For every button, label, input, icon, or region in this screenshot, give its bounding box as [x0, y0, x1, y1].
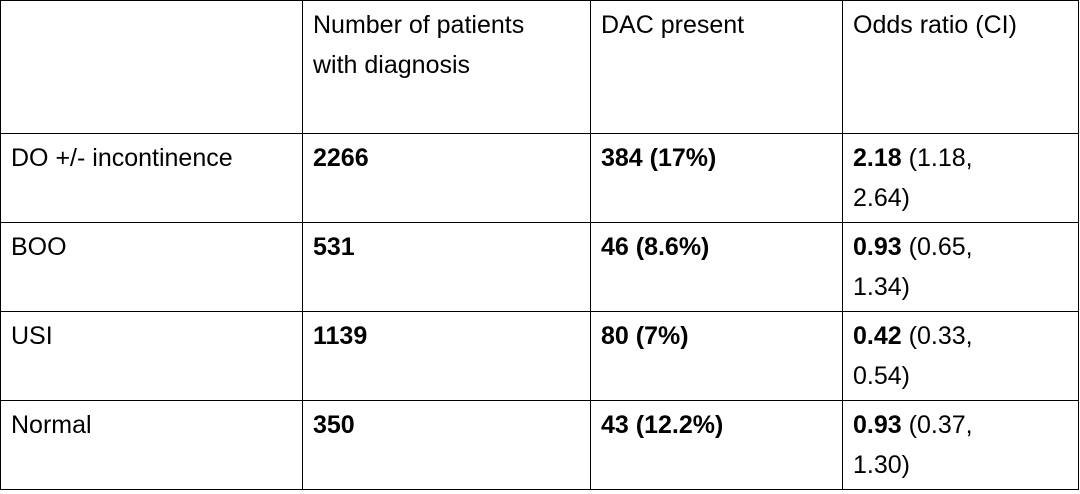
odds-ratio: 0.93 — [853, 411, 902, 439]
odds-ratio: 0.93 — [853, 233, 902, 261]
patients-value: 2266 — [313, 144, 369, 172]
header-cell: DAC present — [590, 0, 843, 134]
odds-cell: 0.93 (0.65, 1.34) — [842, 222, 1079, 312]
data-row: Normal 350 43 (12.2%) 0.93 (0.37, 1.30) — [0, 400, 1079, 490]
patients-cell: 1139 — [302, 311, 591, 401]
patients-cell: 531 — [302, 222, 591, 312]
patients-cell: 2266 — [302, 133, 591, 223]
patients-value: 350 — [313, 411, 355, 439]
dac-cell: 80 (7%) — [590, 311, 843, 401]
dac-value: 80 (7%) — [601, 322, 689, 350]
dac-cell: 46 (8.6%) — [590, 222, 843, 312]
data-row: BOO 531 46 (8.6%) 0.93 (0.65, 1.34) — [0, 222, 1079, 312]
odds-ci: (1.18, 2.64) — [853, 144, 973, 212]
diagnosis-cell: BOO — [0, 222, 303, 312]
odds-ci: (0.33, 0.54) — [853, 322, 973, 390]
odds-ratio: 0.42 — [853, 322, 902, 350]
odds-cell: 2.18 (1.18, 2.64) — [842, 133, 1079, 223]
dac-value: 46 (8.6%) — [601, 233, 710, 261]
patients-cell: 350 — [302, 400, 591, 490]
dac-cell: 384 (17%) — [590, 133, 843, 223]
diagnosis-cell: USI — [0, 311, 303, 401]
data-row: USI 1139 80 (7%) 0.42 (0.33, 0.54) — [0, 311, 1079, 401]
odds-ci: (0.65, 1.34) — [853, 233, 973, 301]
diagnosis-cell: DO +/- incontinence — [0, 133, 303, 223]
header-cell — [0, 0, 303, 134]
patients-value: 1139 — [313, 322, 368, 350]
patients-value: 531 — [313, 233, 355, 261]
odds-ratio: 2.18 — [853, 144, 902, 172]
data-row: DO +/- incontinence 2266 384 (17%) 2.18 (1.1… — [0, 133, 1079, 223]
dac-value: 384 (17%) — [601, 144, 717, 172]
dac-value: 43 (12.2%) — [601, 411, 724, 439]
odds-cell: 0.42 (0.33, 0.54) — [842, 311, 1079, 401]
dac-cell: 43 (12.2%) — [590, 400, 843, 490]
odds-cell: 0.93 (0.37, 1.30) — [842, 400, 1079, 490]
header-cell: Number of patients with diagnosis — [302, 0, 591, 134]
header-cell: Odds ratio (CI) — [842, 0, 1079, 134]
diagnosis-cell: Normal — [0, 400, 303, 490]
header-row: Number of patients with diagnosis DAC pr… — [0, 0, 1079, 134]
odds-ci: (0.37, 1.30) — [853, 411, 973, 479]
